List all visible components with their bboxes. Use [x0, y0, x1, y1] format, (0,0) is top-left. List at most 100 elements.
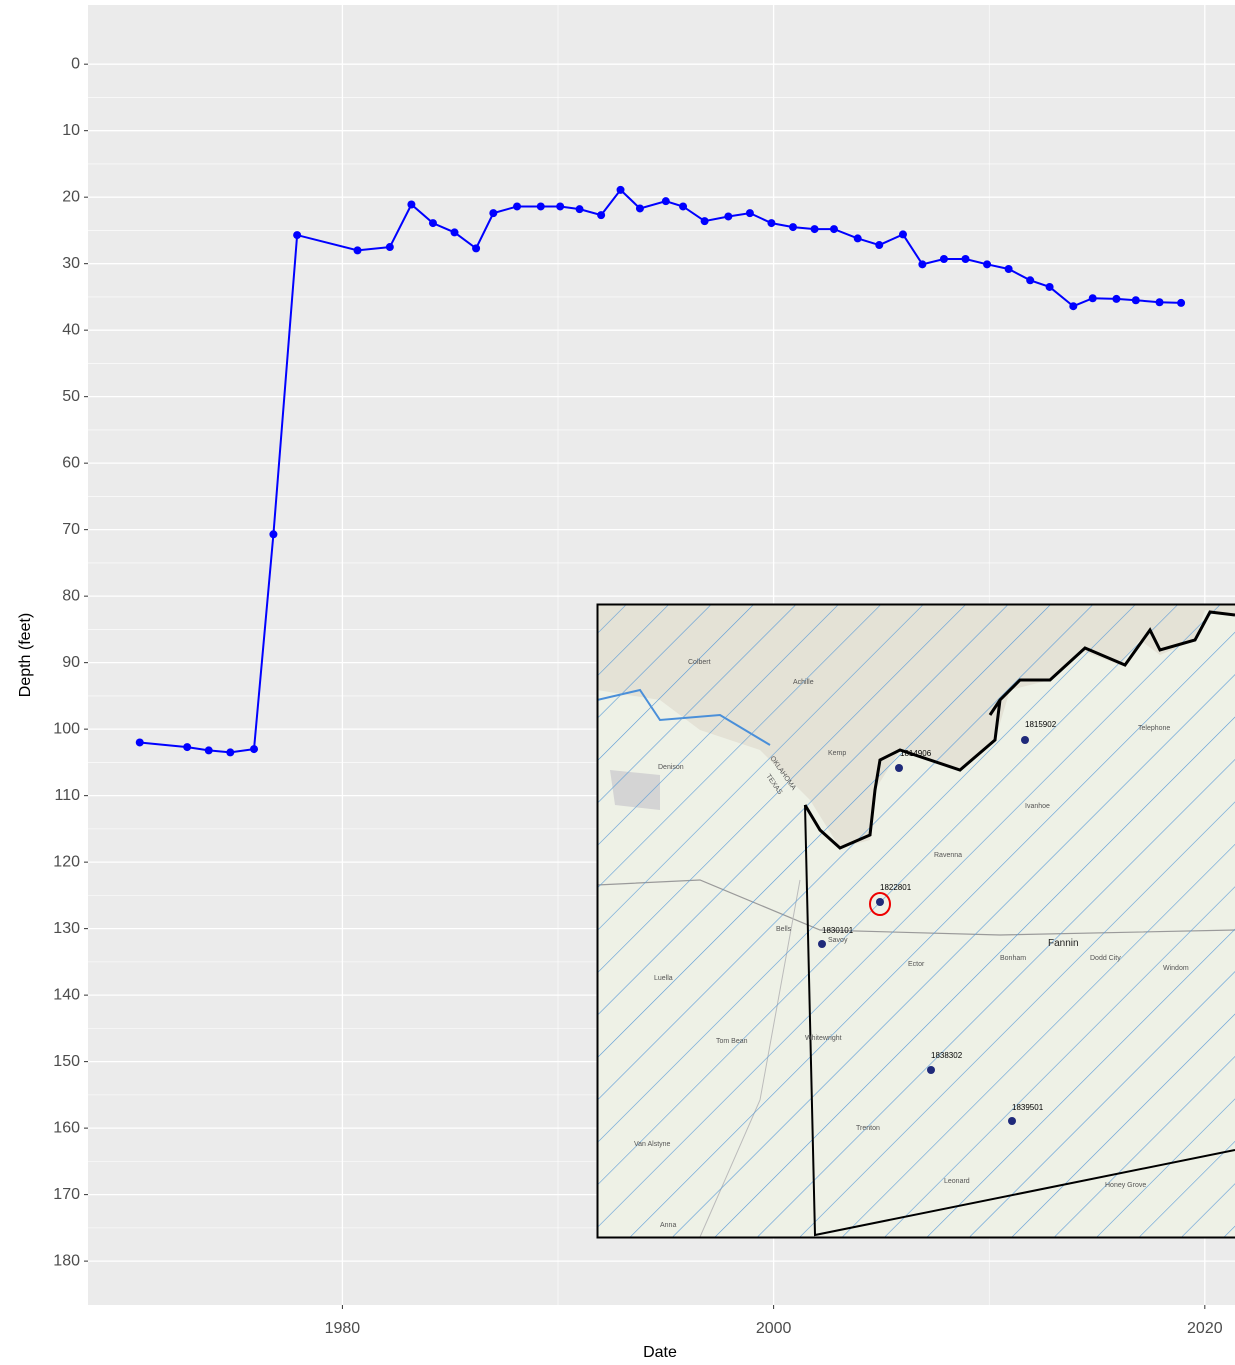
data-point — [269, 530, 278, 539]
data-line — [139, 188, 1182, 754]
data-point — [1026, 276, 1035, 285]
data-point — [1088, 294, 1097, 303]
place-label: Telephone — [1138, 725, 1170, 732]
y-tick-label: 180 — [53, 1252, 80, 1269]
data-point — [450, 228, 459, 237]
place-label: Leonard — [944, 1178, 970, 1185]
place-label: Bonham — [1000, 955, 1026, 962]
data-point — [407, 200, 416, 209]
data-point — [724, 212, 733, 221]
place-label: Fannin — [1048, 938, 1079, 949]
x-tick-label: 1980 — [325, 1320, 361, 1337]
data-point — [135, 738, 144, 747]
data-point — [898, 230, 907, 239]
data-point — [597, 211, 606, 220]
well-label: 1815902 — [1025, 720, 1057, 729]
y-tick-label: 150 — [53, 1053, 80, 1070]
data-point — [1045, 282, 1054, 291]
data-point — [575, 205, 584, 214]
place-label: Ravenna — [934, 852, 962, 859]
data-point — [661, 197, 670, 206]
data-point — [183, 743, 192, 752]
data-point — [829, 225, 838, 234]
data-point — [616, 185, 625, 194]
data-point — [1112, 294, 1121, 303]
y-tick-label: 20 — [62, 188, 80, 205]
place-label: Denison — [658, 764, 684, 771]
data-point — [1004, 264, 1013, 273]
place-label: Honey Grove — [1105, 1182, 1146, 1189]
data-point — [635, 204, 644, 213]
well-label: 1839501 — [1012, 1103, 1044, 1112]
data-point — [472, 244, 481, 253]
place-label: Anna — [660, 1222, 676, 1229]
y-tick-label: 90 — [62, 654, 80, 671]
data-point — [1177, 298, 1186, 307]
x-tick-label: 2020 — [1187, 1320, 1223, 1337]
x-tick-label: 2000 — [756, 1320, 792, 1337]
y-tick-label: 170 — [53, 1186, 80, 1203]
place-label: Kemp — [828, 750, 846, 757]
place-label: Luella — [654, 975, 673, 982]
y-tick-label: 0 — [71, 55, 80, 72]
place-label: Ivanhoe — [1025, 803, 1050, 810]
data-point — [1131, 296, 1140, 305]
data-point — [204, 746, 213, 755]
data-point — [745, 209, 754, 218]
y-tick-label: 70 — [62, 521, 80, 538]
data-point — [536, 202, 545, 211]
y-tick-label: 60 — [62, 454, 80, 471]
y-tick-label: 40 — [62, 321, 80, 338]
y-tick-label: 30 — [62, 255, 80, 272]
y-tick-label: 140 — [53, 986, 80, 1003]
data-point — [810, 225, 819, 234]
y-tick-label: 160 — [53, 1119, 80, 1136]
well-label: 1814906 — [900, 749, 932, 758]
data-point — [489, 209, 498, 218]
data-point — [556, 202, 565, 211]
place-label: Savoy — [828, 937, 848, 944]
y-tick-label: 130 — [53, 920, 80, 937]
data-point — [513, 202, 522, 211]
place-label: Bells — [776, 926, 792, 933]
data-point — [353, 246, 362, 255]
place-label: Trenton — [856, 1125, 880, 1132]
place-label: Whitewright — [805, 1035, 842, 1042]
data-point — [961, 255, 970, 264]
y-tick-label: 10 — [62, 122, 80, 139]
y-tick-label: 100 — [53, 720, 80, 737]
data-point — [767, 219, 776, 228]
well-label: 1830101 — [822, 926, 854, 935]
place-label: Tom Bean — [716, 1038, 748, 1045]
y-tick-label: 50 — [62, 388, 80, 405]
data-point — [875, 241, 884, 250]
data-point — [700, 217, 709, 226]
data-point — [428, 219, 437, 228]
y-tick-label: 110 — [54, 787, 80, 804]
data-point — [853, 234, 862, 243]
y-tick-label: 80 — [62, 587, 80, 604]
place-label: Achille — [793, 679, 814, 686]
data-point — [385, 243, 394, 252]
y-axis-label: Depth (feet) — [17, 613, 34, 697]
data-point — [250, 745, 259, 754]
place-label: Colbert — [688, 659, 711, 666]
data-point — [293, 231, 302, 240]
well-label: 1822801 — [880, 883, 912, 892]
data-point — [226, 748, 235, 757]
data-point — [983, 260, 992, 269]
place-label: Ector — [908, 961, 925, 968]
y-tick-label: 120 — [53, 853, 80, 870]
place-label: Van Alstyne — [634, 1141, 671, 1148]
data-point — [939, 255, 948, 264]
x-axis-label: Date — [643, 1344, 677, 1361]
data-point — [789, 223, 798, 232]
well-label: 1838302 — [931, 1051, 963, 1060]
data-point — [1155, 298, 1164, 307]
data-point — [1069, 302, 1078, 311]
place-label: Dodd City — [1090, 955, 1121, 962]
place-label: Windom — [1163, 965, 1189, 972]
data-point — [918, 260, 927, 269]
inset-map: 1814906 1815902 1822801 1830101 1838302 … — [596, 603, 1235, 1239]
